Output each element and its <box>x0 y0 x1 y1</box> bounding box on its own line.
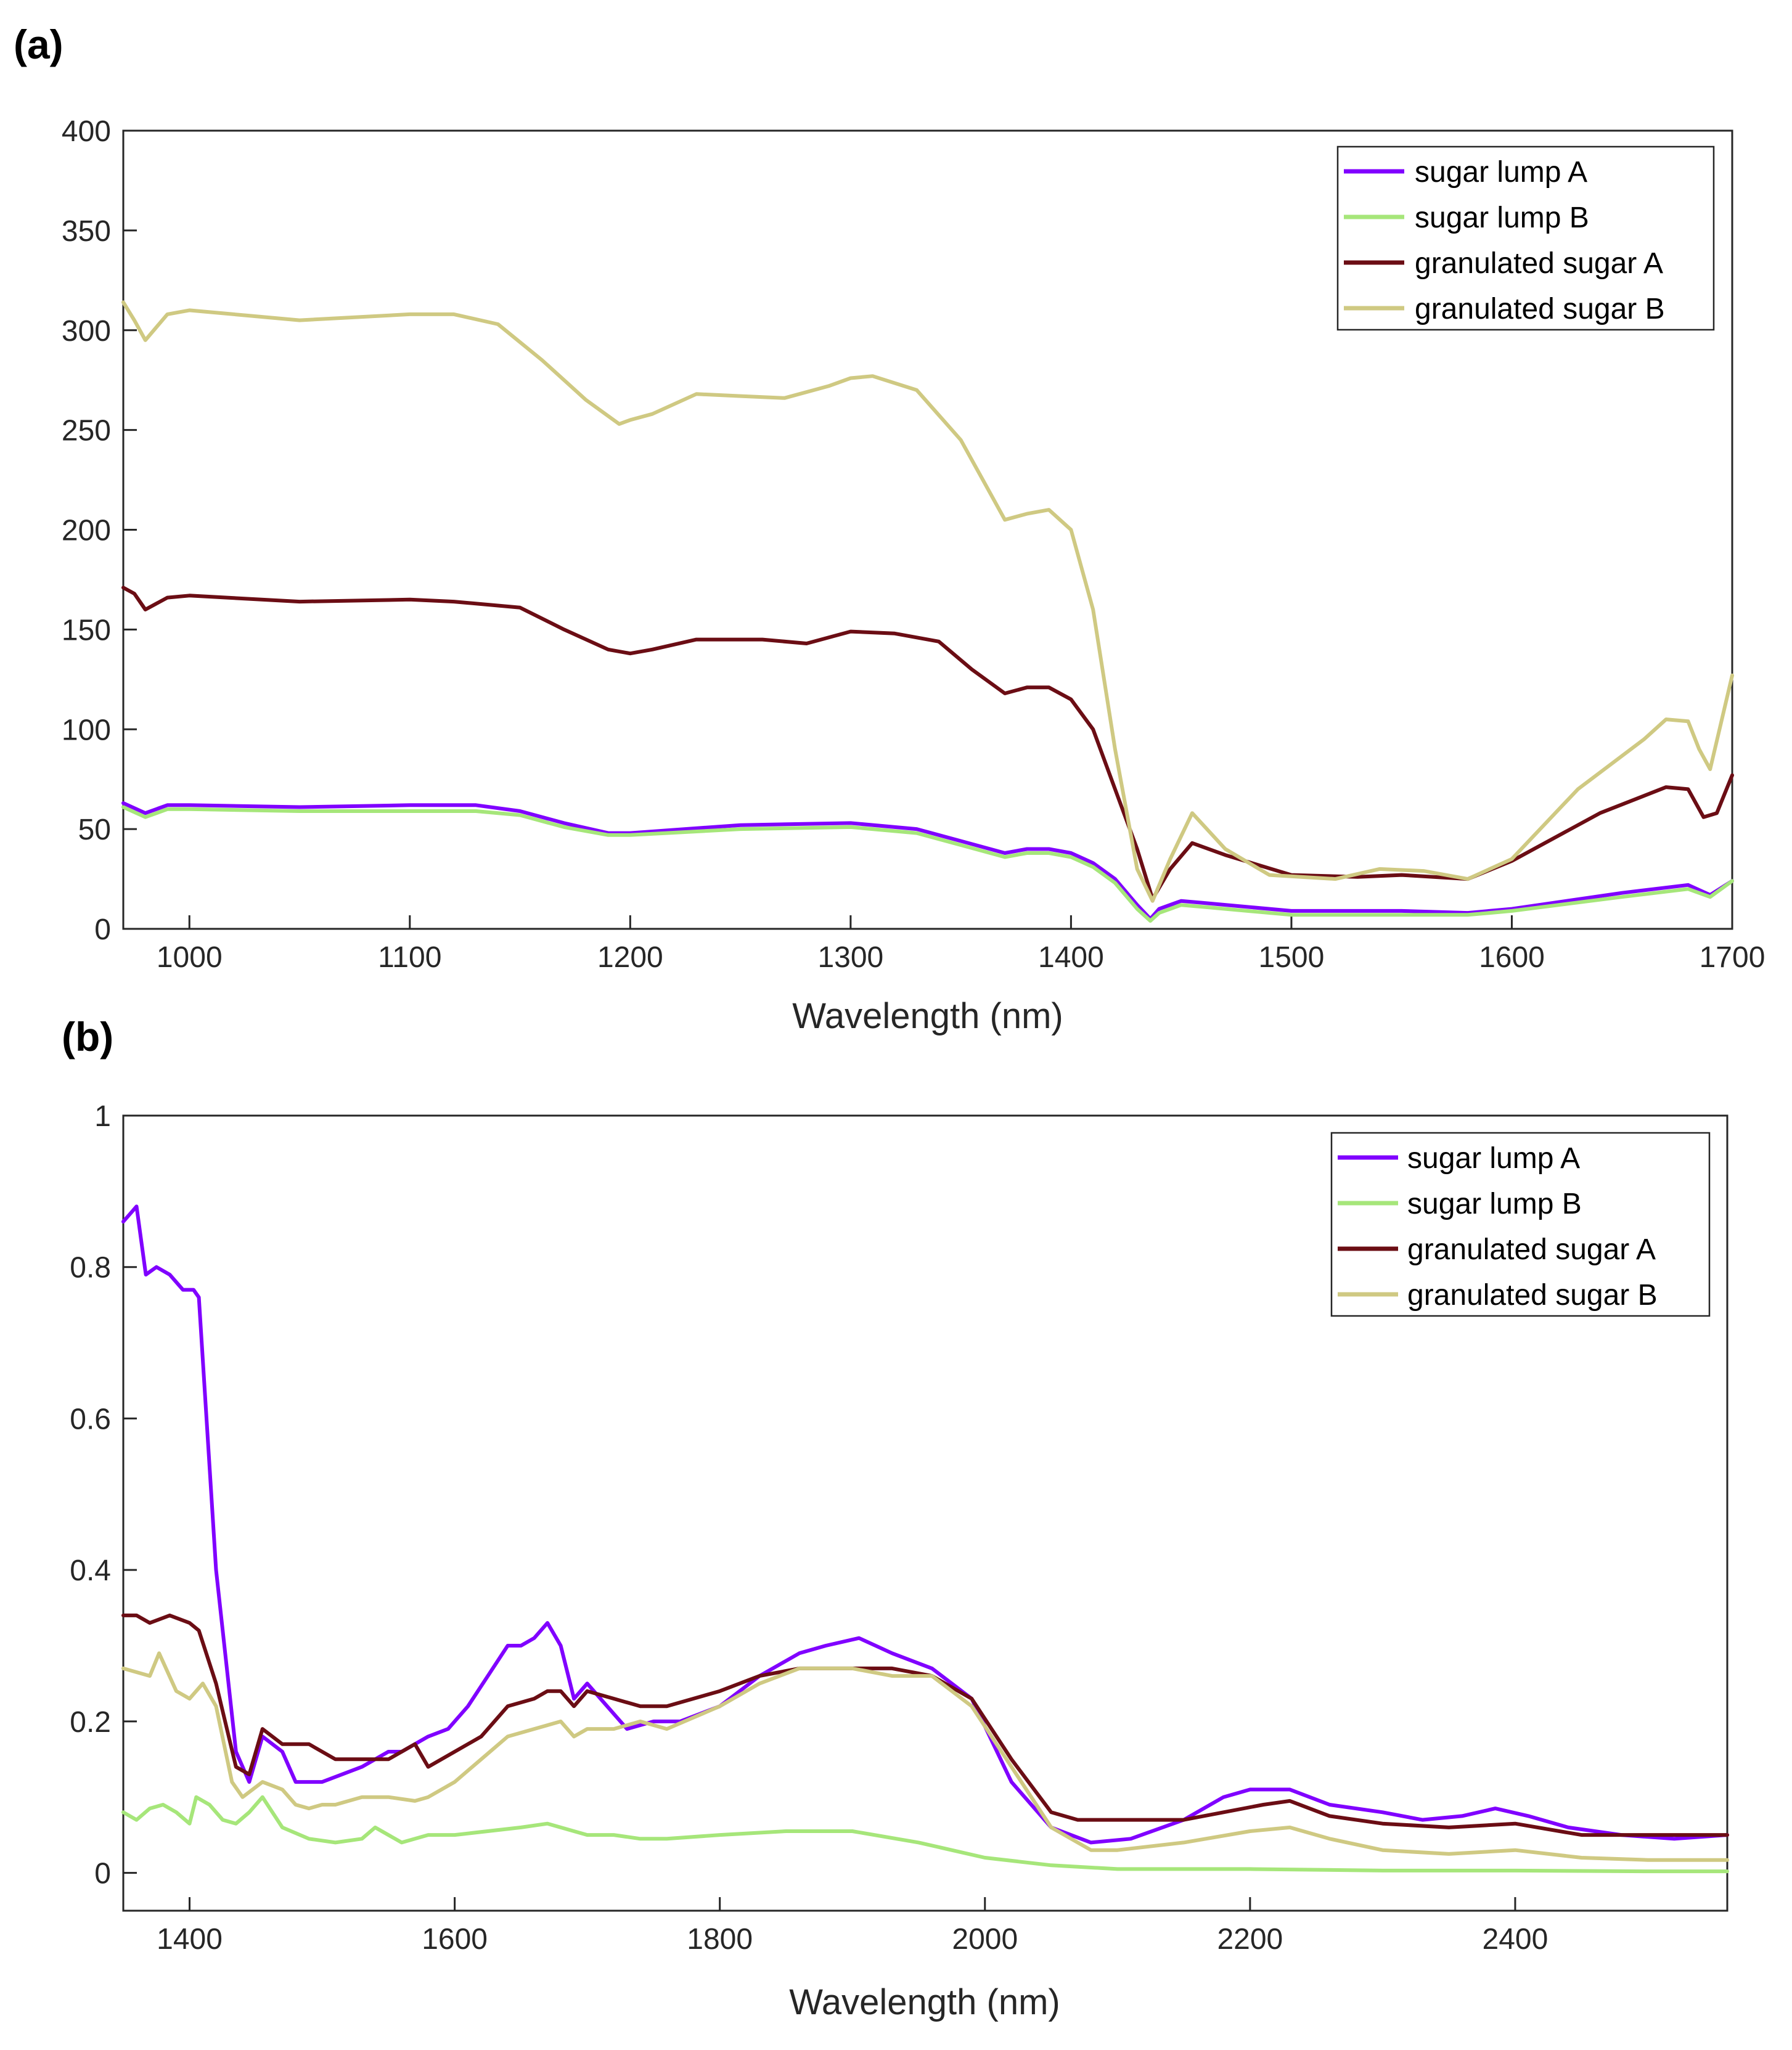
legend-a: sugar lump A sugar lump B granulated sug… <box>1336 145 1715 331</box>
x-tick-label: 1200 <box>597 941 663 974</box>
legend-label-a-1: sugar lump B <box>1415 202 1589 234</box>
legend-label-a-0: sugar lump A <box>1415 156 1587 189</box>
x-tick-label: 2400 <box>1483 1923 1549 1956</box>
series-line-granulated-sugar-A <box>121 1613 1729 1837</box>
y-tick-label: 200 <box>62 515 111 547</box>
y-tick-label: 350 <box>62 215 111 248</box>
x-ticks-a: 1000 1100 1200 1300 1400 1500 1600 1700 <box>157 915 1765 974</box>
legend-label-a-2: granulated sugar A <box>1415 247 1663 280</box>
y-tick-label: 100 <box>62 714 111 746</box>
y-tick-label: 250 <box>62 415 111 447</box>
series-lines-a <box>121 300 1734 923</box>
panel-label-b: (b) <box>62 1014 113 1060</box>
x-tick-label: 1300 <box>817 941 883 974</box>
legend-label-b-0: sugar lump A <box>1407 1142 1580 1175</box>
y-tick-label: 50 <box>78 814 111 846</box>
x-tick-label: 1600 <box>1479 941 1545 974</box>
x-axis-label-a: Wavelength (nm) <box>792 996 1063 1036</box>
series-lines-b <box>121 1204 1729 1874</box>
y-tick-label: 0.2 <box>70 1706 111 1739</box>
y-ticks-b: 0 0.2 0.4 0.6 0.8 1 <box>70 1100 137 1890</box>
legend-box-b <box>1330 1132 1711 1317</box>
legend-b: sugar lump A sugar lump B granulated sug… <box>1330 1132 1711 1317</box>
y-tick-label: 0.4 <box>70 1554 111 1587</box>
legend-label-b-1: sugar lump B <box>1407 1188 1582 1220</box>
x-tick-label: 1400 <box>1038 941 1104 974</box>
y-tick-label: 0.6 <box>70 1403 111 1435</box>
y-tick-label: 150 <box>62 614 111 647</box>
x-tick-label: 1000 <box>157 941 223 974</box>
x-tick-label: 1600 <box>422 1923 488 1956</box>
x-tick-label: 1400 <box>157 1923 223 1956</box>
series-line-sugar-lump-B <box>121 805 1734 923</box>
x-tick-label: 1700 <box>1700 941 1765 974</box>
y-tick-label: 0 <box>94 913 111 946</box>
series-line-granulated-sugar-B <box>121 300 1734 903</box>
x-tick-label: 2000 <box>952 1923 1018 1956</box>
chart-b: 1400 1600 1800 2000 2200 2400 00.20.40.60.81 … <box>70 1100 1729 2022</box>
y-tick-label: 300 <box>62 315 111 348</box>
y-tick-label: 0 <box>94 1858 111 1890</box>
y-tick-label: 400 <box>62 115 111 148</box>
x-tick-label: 1500 <box>1259 941 1325 974</box>
series-line-granulated-sugar-B <box>121 1651 1729 1862</box>
x-ticks-b: 1400 1600 1800 2000 2200 2400 <box>157 1897 1548 1956</box>
legend-label-b-2: granulated sugar A <box>1407 1233 1656 1266</box>
x-axis-label-b: Wavelength (nm) <box>789 1982 1060 2022</box>
y-tick-label: 0.8 <box>70 1252 111 1284</box>
series-line-sugar-lump-A <box>121 801 1734 921</box>
legend-label-b-3: granulated sugar B <box>1407 1279 1658 1312</box>
y-tick-label: 1 <box>94 1100 111 1133</box>
x-tick-label: 1800 <box>687 1923 753 1956</box>
y-ticks-a: 0 50 100 150 200 250 300 350 400 <box>62 115 137 946</box>
legend-box-a <box>1336 145 1715 331</box>
legend-label-a-3: granulated sugar B <box>1415 293 1665 325</box>
panel-label-a: (a) <box>14 22 63 67</box>
series-line-sugar-lump-B <box>121 1795 1729 1874</box>
x-tick-label: 2200 <box>1217 1923 1283 1956</box>
chart-a: 1000 1100 1200 1300 1400 1500 1600 1700 0 50 100 1… <box>62 115 1765 1036</box>
x-tick-label: 1100 <box>378 941 441 974</box>
